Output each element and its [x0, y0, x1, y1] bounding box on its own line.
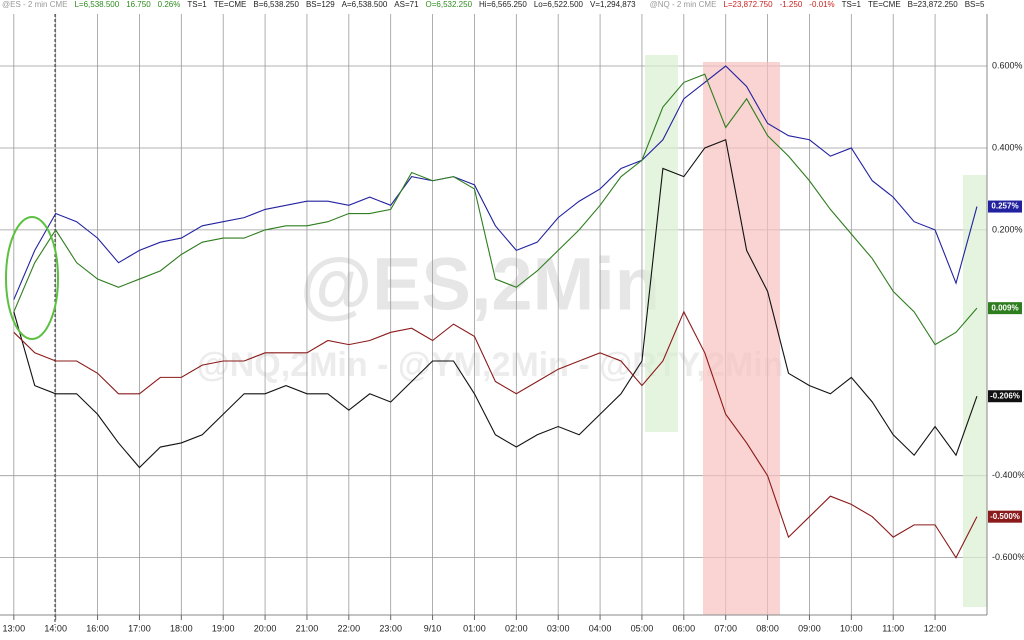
x-tick-label: 07:00 [714, 623, 737, 633]
quote-field: L=23,872.750 [723, 0, 773, 9]
last-value-label: -0.500% [990, 512, 1020, 521]
quote-field: @ES - 2 min CME [2, 0, 68, 9]
circle-annotation [5, 216, 59, 340]
highlight-red [703, 62, 780, 615]
x-tick-label: 23:00 [379, 623, 402, 633]
x-tick-label: 03:00 [547, 623, 570, 633]
x-tick-label: 19:00 [212, 623, 235, 633]
quote-field: L=6,538.500 [74, 0, 120, 9]
x-tick-label: 18:00 [170, 623, 193, 633]
last-value-box [988, 510, 1022, 523]
x-tick-label: 10:00 [840, 623, 863, 633]
highlight-green [963, 175, 987, 607]
x-tick-label: 20:00 [254, 623, 277, 633]
quote-field: Lo=6,522.500 [533, 0, 584, 9]
y-tick-label: 0.600% [992, 60, 1023, 70]
x-tick-label: 11:00 [882, 623, 904, 633]
series-line [13, 310, 978, 559]
x-tick-label: 17:00 [128, 623, 151, 633]
plot-background [0, 0, 987, 615]
quote: @ES - 2 min CME L=6,538.500 16.750 0.26% TS=… [2, 0, 636, 12]
x-tick-label: 05:00 [631, 623, 654, 633]
x-tick-label: 16:00 [86, 623, 109, 633]
x-tick-label: 02:00 [505, 623, 528, 633]
quote-field: -0.01% [809, 0, 835, 9]
y-tick-label: 0.400% [992, 142, 1023, 152]
quote: @NQ - 2 min CME L=23,872.750 -1.250 -0.01% T… [650, 0, 987, 12]
quote-field: TE=CME [213, 0, 247, 9]
x-tick-label: 04:00 [589, 623, 612, 633]
quote-field: Hi=6,565.250 [479, 0, 527, 9]
series-line [13, 65, 978, 300]
quote-field: @NQ - 2 min CME [649, 0, 717, 9]
x-tick-label: 09:00 [798, 623, 821, 633]
watermark: @ES,2Min [300, 243, 660, 326]
x-tick-label: 13:00 [3, 623, 26, 633]
quote-field: TS=1 [841, 0, 861, 9]
quote-field: -1.250 [779, 0, 803, 9]
x-tick-label: 21:00 [296, 623, 319, 633]
quote-field: O=6,532.250 [425, 0, 473, 9]
x-tick-label: 14:00 [44, 623, 67, 633]
quote-field: B=6,538.250 [253, 0, 299, 9]
quote-field: BS=5 [964, 0, 985, 9]
last-value-label: 0.257% [991, 202, 1018, 211]
last-value-box [988, 302, 1022, 315]
last-value-box [988, 390, 1022, 403]
quote-field: TE=CME [867, 0, 901, 9]
x-tick-label: 12:00 [924, 623, 947, 633]
quote-field: V=1,294,873 [590, 0, 636, 9]
series-line [13, 139, 978, 469]
last-value-label: 0.009% [991, 303, 1018, 312]
x-tick-label: 08:00 [756, 623, 779, 633]
header: @ES - 2 min CME L=6,538.500 16.750 0.26% TS=… [2, 0, 987, 12]
y-tick-label: 0.200% [992, 224, 1023, 234]
x-tick-label: 9/10 [424, 623, 442, 633]
quote-field: 16.750 [126, 0, 151, 9]
quote-field: BS=129 [305, 0, 335, 9]
watermark-sub: @NQ,2Min - @YM,2Min - @RTY,2Min [197, 346, 784, 384]
grid [0, 14, 987, 615]
quote-field: 0.26% [157, 0, 181, 9]
x-tick-label: 01:00 [463, 623, 486, 633]
quote-field: A=6,538.500 [341, 0, 388, 9]
highlight-green [645, 55, 678, 432]
last-value-label: -0.206% [990, 391, 1020, 400]
lines [13, 65, 978, 559]
quote-field: B=23,872.250 [907, 0, 958, 9]
quote-field: TS=1 [187, 0, 207, 9]
quote-field: AS=71 [394, 0, 419, 9]
last-value-box [988, 200, 1022, 213]
x-tick-label: 22:00 [338, 623, 361, 633]
series-line [13, 73, 978, 346]
y-tick-label: -0.400% [992, 470, 1024, 480]
x-tick-label: 06:00 [673, 623, 696, 633]
y-tick-label: -0.600% [992, 552, 1024, 562]
